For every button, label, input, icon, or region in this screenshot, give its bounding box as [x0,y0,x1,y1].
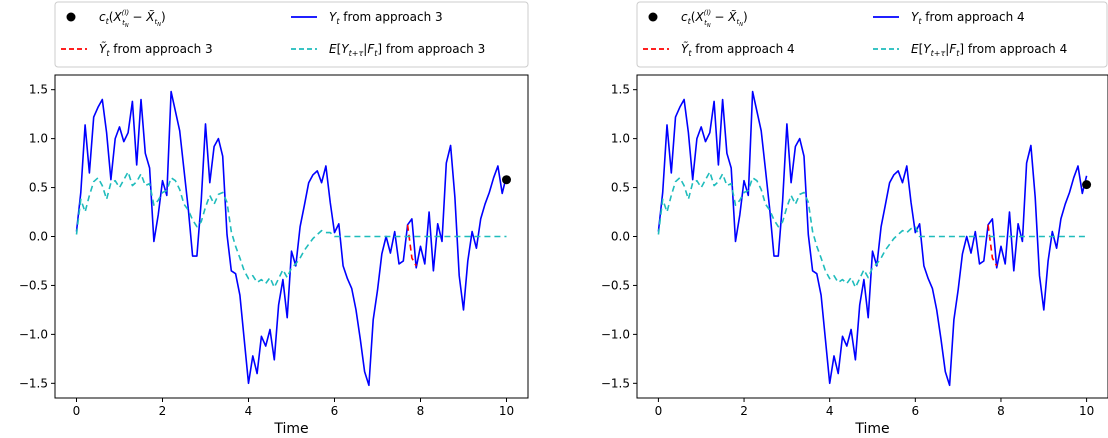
x-tick-label: 6 [331,404,339,418]
x-tick-label: 2 [159,404,167,418]
y-tick-label: −1.5 [19,376,48,390]
legend-label-ytilde: Ỹt from approach 3 [99,41,213,58]
y-tick-label: −0.5 [601,278,630,292]
series-line-expect [657,171,1087,289]
legend-frame [636,1,1108,68]
legend-label-ytilde: Ỹt from approach 4 [681,41,795,58]
x-axis-label: Time [854,421,889,437]
x-axis-label: Time [273,421,308,437]
legend: ct(X(l) tN − X̃tN) Yt from approach 4 Ỹt fr… [636,1,1108,68]
x-tick-label: 8 [997,404,1005,418]
legend-label-y: Yt from approach 3 [329,10,443,26]
x-tick-label: 2 [740,404,748,418]
x-tick-label: 8 [417,404,425,418]
series-line-y [657,90,1088,387]
y-tick-label: 1.5 [29,83,48,97]
x-tick-label: 0 [73,404,81,418]
legend-label-expect: E[Yt+τ|Ft] from approach 3 [329,42,485,58]
y-tick-label: −1.0 [19,327,48,341]
x-tick-label: 10 [499,404,514,418]
y-tick-label: 0.0 [611,230,630,244]
x-tick-label: 6 [911,404,919,418]
legend-label-point: ct(X(l) tN − X̃tN) [681,9,748,29]
legend-label-y: Yt from approach 4 [911,10,1025,26]
x-tick-label: 0 [655,404,663,418]
legend-handle-point [66,12,76,22]
y-tick-label: −1.0 [601,327,630,341]
x-tick-label: 4 [826,404,834,418]
series-line-y [75,90,508,387]
y-tick-label: 0.5 [29,181,48,195]
y-tick-label: 1.0 [611,132,630,146]
x-tick-label: 4 [245,404,253,418]
y-tick-label: 1.0 [29,132,48,146]
legend-label-expect: E[Yt+τ|Ft] from approach 4 [911,42,1067,58]
legend-label-point: ct(X(l) tN − X̃tN) [99,9,166,29]
legend-handle-point [648,12,658,22]
chart-panel-2: 0 2 4 6 8 10 1.5 1.0 0.5 0.0 −0.5 −1.0 −1.5 Time ct(X(… [601,1,1108,437]
x-tick-label: 10 [1079,404,1094,418]
chart-panel-1: 0 2 4 6 8 10 1.5 1.0 0.5 0.0 −0.5 −1.0 −1.5 Time ct(X(… [19,1,529,437]
legend-frame [54,1,529,68]
y-tick-label: 1.5 [611,83,630,97]
legend: ct(X(l) tN − X̃tN) Yt from approach 3 Ỹt fr… [54,1,529,68]
series-line-expect [75,171,507,289]
y-tick-label: 0.0 [29,230,48,244]
y-tick-label: −0.5 [19,278,48,292]
y-tick-label: 0.5 [611,181,630,195]
y-tick-label: −1.5 [601,376,630,390]
data-point-point [502,175,511,185]
data-point-point [1082,180,1092,190]
